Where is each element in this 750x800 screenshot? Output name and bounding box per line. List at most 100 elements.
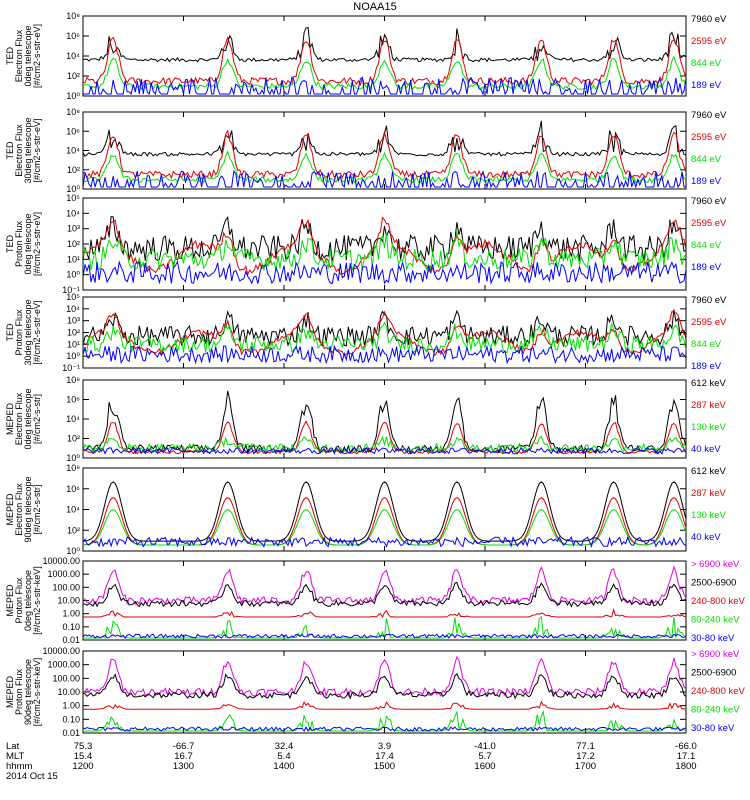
- legend-entry: 240-800 keV: [691, 596, 746, 607]
- legend-entry: 844 eV: [691, 58, 722, 69]
- x-tick-label: 17.2: [576, 751, 595, 762]
- y-tick-label: 10²: [67, 434, 80, 444]
- x-tick-label: 1400: [273, 761, 294, 772]
- legend-entry: 844 eV: [691, 240, 722, 251]
- legend-entry: 844 eV: [691, 154, 722, 165]
- y-tick-label: 10⁸: [66, 107, 80, 117]
- legend-entry: 7960 eV: [691, 110, 727, 121]
- panel-frame: [82, 15, 687, 97]
- y-axis-label: 0deg telescope: [23, 570, 33, 631]
- legend-entry: 2595 eV: [691, 317, 727, 328]
- y-axis-label: 90deg telescope: [23, 476, 33, 542]
- legend-entry: 40 keV: [691, 532, 721, 543]
- y-tick-label: 10⁻¹: [62, 285, 80, 295]
- y-axis-label: TED: [5, 46, 15, 65]
- y-axis-label: TED: [5, 323, 15, 342]
- y-axis-label: Proton Flux: [14, 220, 24, 267]
- series-line-844-ev: [83, 231, 686, 272]
- y-tick-label: 10⁶: [66, 484, 80, 494]
- legend-entry: 189 eV: [691, 80, 722, 91]
- legend-entry: 7960 eV: [691, 295, 727, 306]
- y-tick-label: 10000.00: [42, 646, 80, 656]
- y-axis-label: 0deg telescope: [23, 213, 33, 274]
- series-line-189-ev: [83, 76, 686, 96]
- series-line-240-800-kev: [83, 608, 686, 618]
- y-tick-label: 10³: [67, 224, 80, 234]
- y-tick-label: 10⁴: [66, 304, 80, 314]
- series-line-189-ev: [83, 169, 686, 189]
- legend-entry: 240-800 keV: [691, 686, 746, 697]
- series-line-189-ev: [83, 344, 686, 365]
- y-tick-label: 10⁶: [66, 126, 80, 136]
- series-line-2500-6900: [83, 673, 686, 700]
- y-tick-label: 10⁰: [66, 351, 80, 361]
- legend-entry: 287 keV: [691, 488, 727, 499]
- y-tick-label: 10⁵: [66, 292, 80, 302]
- x-row-label: Lat: [6, 741, 20, 752]
- y-tick-label: 10.00: [57, 687, 80, 697]
- y-tick-label: 10⁴: [66, 505, 80, 515]
- legend-entry: 30-80 keV: [691, 723, 735, 734]
- y-axis-label: [#/cm2-s-str]: [32, 484, 42, 534]
- series-line-130-kev: [83, 435, 686, 454]
- x-tick-label: -41.0: [474, 741, 496, 752]
- y-tick-label: 10⁶: [66, 31, 80, 41]
- y-axis-label: Electron Flux: [14, 483, 24, 536]
- x-tick-label: 3.9: [378, 741, 391, 752]
- legend-entry: 80-240 keV: [691, 705, 740, 716]
- y-tick-label: 10²: [67, 525, 80, 535]
- x-row-label: hhmm: [6, 761, 32, 772]
- x-tick-label: 17.1: [677, 751, 696, 762]
- y-tick-label: 10⁸: [66, 11, 80, 21]
- panel-8: 0.01 0.10 1.00 10.00 100.00 1000.00 10000.00 ME…: [5, 646, 746, 738]
- y-axis-label: Proton Flux: [14, 577, 24, 624]
- y-axis-label: [#/cm2-s-str-keV]: [32, 566, 42, 635]
- y-tick-label: 10²: [67, 165, 80, 175]
- legend-entry: 189 eV: [691, 361, 722, 372]
- x-tick-label: 15.4: [74, 751, 93, 762]
- y-tick-label: 10⁸: [66, 463, 80, 473]
- y-axis-label: [#/cm2-s-str-eV]: [32, 300, 42, 364]
- legend-entry: 2500-6900: [691, 668, 736, 679]
- x-tick-label: 75.3: [74, 741, 93, 752]
- series-line-2500-6900: [83, 581, 686, 608]
- y-axis-label: Electron Flux: [14, 29, 24, 82]
- plot-title: NOAA15: [353, 1, 397, 13]
- y-tick-label: 10⁰: [66, 546, 80, 556]
- y-axis-label: [#/cm2-s-str-keV]: [32, 658, 42, 727]
- series-line-7960-ev: [83, 27, 686, 63]
- y-axis-label: Electron Flux: [14, 392, 24, 445]
- y-axis-label: MEPED: [5, 584, 15, 617]
- y-tick-label: 0.01: [62, 728, 80, 738]
- y-tick-label: 10⁰: [66, 184, 80, 194]
- y-axis-label: [#/cm2-s-str-eV]: [32, 118, 42, 182]
- y-tick-label: 10⁻¹: [62, 363, 80, 373]
- series-line-2595-ev: [83, 216, 686, 276]
- legend-entry: 80-240 keV: [691, 615, 740, 626]
- x-row-label: MLT: [6, 751, 24, 762]
- y-axis-label: Proton Flux: [14, 668, 24, 715]
- series-line-844-ev: [83, 55, 686, 91]
- y-tick-label: 0.01: [62, 635, 80, 645]
- y-tick-label: 1.00: [62, 701, 80, 711]
- legend-entry: 612 keV: [691, 466, 727, 477]
- legend-entry: 844 eV: [691, 339, 722, 350]
- panel-1: 10⁰ 10² 10⁴ 10⁶ 10⁸ TED Electron Flux 0deg tele…: [5, 11, 727, 101]
- series-line-7960-ev: [83, 120, 686, 157]
- legend-entry: 2500-6900: [691, 578, 736, 589]
- y-axis-label: 30deg telescope: [23, 117, 33, 183]
- y-axis-label: 0deg telescope: [23, 388, 33, 449]
- x-tick-label: 17.4: [375, 751, 394, 762]
- y-tick-label: 10⁸: [66, 375, 80, 385]
- series-line-287-kev: [83, 420, 686, 455]
- x-tick-label: 32.4: [275, 741, 294, 752]
- x-tick-label: 77.1: [576, 741, 595, 752]
- x-tick-label: -66.7: [173, 741, 195, 752]
- x-tick-label: 1600: [474, 761, 495, 772]
- y-tick-label: 100.00: [52, 673, 80, 683]
- panel-7: 0.01 0.10 1.00 10.00 100.00 1000.00 10000.00 ME…: [5, 556, 746, 645]
- y-axis-label: MEPED: [5, 676, 15, 709]
- legend-entry: 7960 eV: [691, 14, 727, 25]
